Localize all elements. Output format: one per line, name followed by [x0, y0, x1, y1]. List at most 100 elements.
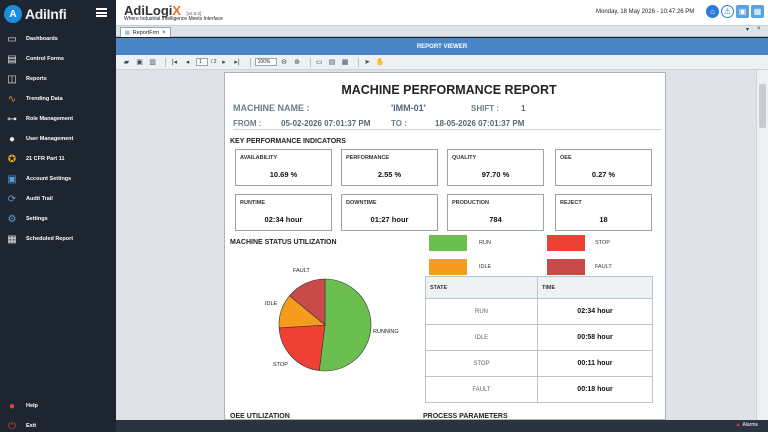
home-icon[interactable]: ⌂ [706, 5, 719, 18]
legend-swatch-run [429, 235, 467, 251]
kpi-value: 18 [599, 215, 608, 224]
legend-label-fault: FAULT [595, 264, 612, 270]
tab-dropdown-icon[interactable]: ▾ [746, 27, 750, 33]
toolbar-divider [357, 57, 359, 67]
sidebar-bottom: ● Help ⏻ Exit [0, 396, 116, 432]
toolbar-divider [309, 57, 311, 67]
close-icon[interactable]: × [162, 29, 166, 36]
kpi-label: PRODUCTION [452, 200, 489, 206]
calendar-icon: ▦ [7, 233, 17, 245]
app-title: AdiLogiX [v2.6.0] [124, 2, 201, 20]
sidebar-item-settings[interactable]: ⚙ Settings [0, 209, 116, 229]
table-cell-state: FAULT [425, 376, 538, 403]
tab-label: ReportFrm [132, 29, 160, 36]
sidebar-item-user-management[interactable]: ● User Management [0, 129, 116, 149]
sidebar-item-dashboards[interactable]: ▭ Dashboards [0, 29, 116, 49]
sidebar-item-label: Dashboards [26, 36, 58, 42]
next-page-icon[interactable]: ▸ [222, 59, 226, 66]
alarms-indicator[interactable]: ▲ Alarms [735, 422, 758, 428]
sidebar-item-label: 21 CFR Part 11 [26, 156, 65, 162]
sidebar-item-audit-trail[interactable]: ⟳ Audit Trail [0, 189, 116, 209]
pie-slice-fault [289, 278, 326, 326]
sidebar-item-reports[interactable]: ◫ Reports [0, 69, 116, 89]
save-icon[interactable]: ▣ [136, 59, 143, 66]
pie-slice-stop [278, 324, 326, 371]
pie-label-fault: FAULT [293, 268, 310, 274]
badge-icon: ✪ [7, 153, 17, 165]
single-page-icon[interactable]: ▭ [315, 59, 323, 66]
gear-icon: ⚙ [7, 213, 17, 225]
machine-name-value: 'IMM-01' [391, 103, 426, 113]
zoom-in-icon[interactable]: ⊕ [294, 59, 300, 66]
kpi-reject: REJECT 18 [555, 194, 652, 231]
kpi-value: 01:27 hour [370, 215, 409, 224]
sidebar-item-scheduled-report[interactable]: ▦ Scheduled Report [0, 229, 116, 249]
kpi-label: RUNTIME [240, 200, 266, 206]
kpi-availability: AVAILABILITY 10.69 % [235, 149, 332, 186]
exit-icon: ⏻ [8, 420, 16, 432]
shift-value: 1 [521, 104, 526, 113]
sidebar-item-21-cfr[interactable]: ✪ 21 CFR Part 11 [0, 149, 116, 169]
datetime-display: Monday, 18 May 2026 - 10:47:26 PM [596, 9, 695, 15]
state-time-table: STATE TIME RUN 02:34 hour IDLE 00:58 hou… [425, 276, 653, 403]
help-icon: ● [8, 400, 16, 412]
vertical-scrollbar[interactable] [756, 70, 768, 420]
open-icon[interactable]: ▰ [123, 59, 130, 66]
logo: A AdiInfi [4, 3, 67, 25]
print-icon[interactable]: ▥ [149, 59, 156, 66]
app-version: [v2.6.0] [186, 11, 202, 16]
alarm-icon: ▲ [735, 422, 741, 428]
scrollbar-thumb[interactable] [759, 84, 766, 128]
table-cell-time: 00:18 hour [537, 376, 653, 403]
logo-text: AdiInfi [25, 6, 67, 22]
legend-swatch-stop [547, 235, 585, 251]
window-icon[interactable]: ▣ [736, 5, 749, 18]
kpi-label: PERFORMANCE [346, 155, 390, 161]
sidebar-item-label: Control Forms [26, 56, 64, 62]
pie-slice-running [318, 278, 372, 372]
table-header-state: STATE [425, 276, 538, 299]
last-page-icon[interactable]: ▸| [234, 59, 240, 66]
app-name-text: AdiLogi [124, 3, 173, 18]
multi-page-icon[interactable]: ▤ [328, 59, 336, 66]
logo-mark-icon: A [4, 5, 22, 23]
sidebar-item-account-settings[interactable]: ▣ Account Settings [0, 169, 116, 189]
zoom-select[interactable]: 100% [254, 58, 277, 66]
hamburger-menu-icon[interactable] [96, 8, 107, 17]
toolbar-divider [249, 57, 251, 67]
legend-label-idle: IDLE [479, 264, 492, 270]
help-button[interactable]: ● Help [0, 396, 116, 416]
first-page-icon[interactable]: |◂ [171, 59, 178, 66]
fit-page-icon[interactable]: ▦ [341, 59, 349, 66]
kpi-label: REJECT [560, 200, 582, 206]
form-icon: ▤ [7, 53, 17, 65]
shift-label: SHIFT : [471, 104, 499, 113]
sidebar-item-label: Settings [26, 216, 48, 222]
grid-icon[interactable]: ▦ [751, 5, 764, 18]
sidebar-item-trending-data[interactable]: ∿ Trending Data [0, 89, 116, 109]
tab-reportfrm[interactable]: ▤ ReportFrm × [120, 27, 171, 37]
select-cursor-icon[interactable]: ➤ [364, 59, 370, 66]
sidebar-item-label: Account Settings [26, 176, 72, 182]
tab-icon: ▤ [125, 29, 130, 36]
exit-button[interactable]: ⏻ Exit [0, 416, 116, 432]
sidebar-item-label: Trending Data [26, 96, 63, 102]
alert-icon[interactable]: ⚠ [721, 5, 734, 18]
table-cell-time: 02:34 hour [537, 298, 653, 325]
report-toolbar: ▰ ▣ ▥ |◂ ◂ 1 / 2 ▸ ▸| 100% ⊖ ⊕ ▭ ▤ ▦ ➤ ✋ [116, 55, 768, 70]
kpi-value: 97.70 % [481, 170, 510, 179]
kpi-heading: KEY PERFORMANCE INDICATORS [230, 138, 346, 145]
kpi-value: 10.69 % [269, 170, 298, 179]
legend-label-run: RUN [479, 240, 491, 246]
sidebar-item-label: Role Management [26, 116, 74, 122]
sidebar-item-role-management[interactable]: ⊶ Role Management [0, 109, 116, 129]
users-icon: ● [8, 133, 16, 145]
sidebar-item-label: Audit Trail [26, 196, 53, 202]
pan-hand-icon[interactable]: ✋ [375, 59, 385, 66]
close-window-icon[interactable]: × [757, 26, 761, 32]
zoom-out-icon[interactable]: ⊖ [281, 59, 287, 66]
prev-page-icon[interactable]: ◂ [185, 59, 190, 66]
machine-name-label: MACHINE NAME : [233, 103, 310, 113]
page-number-input[interactable]: 1 [196, 58, 208, 66]
sidebar-item-control-forms[interactable]: ▤ Control Forms [0, 49, 116, 69]
